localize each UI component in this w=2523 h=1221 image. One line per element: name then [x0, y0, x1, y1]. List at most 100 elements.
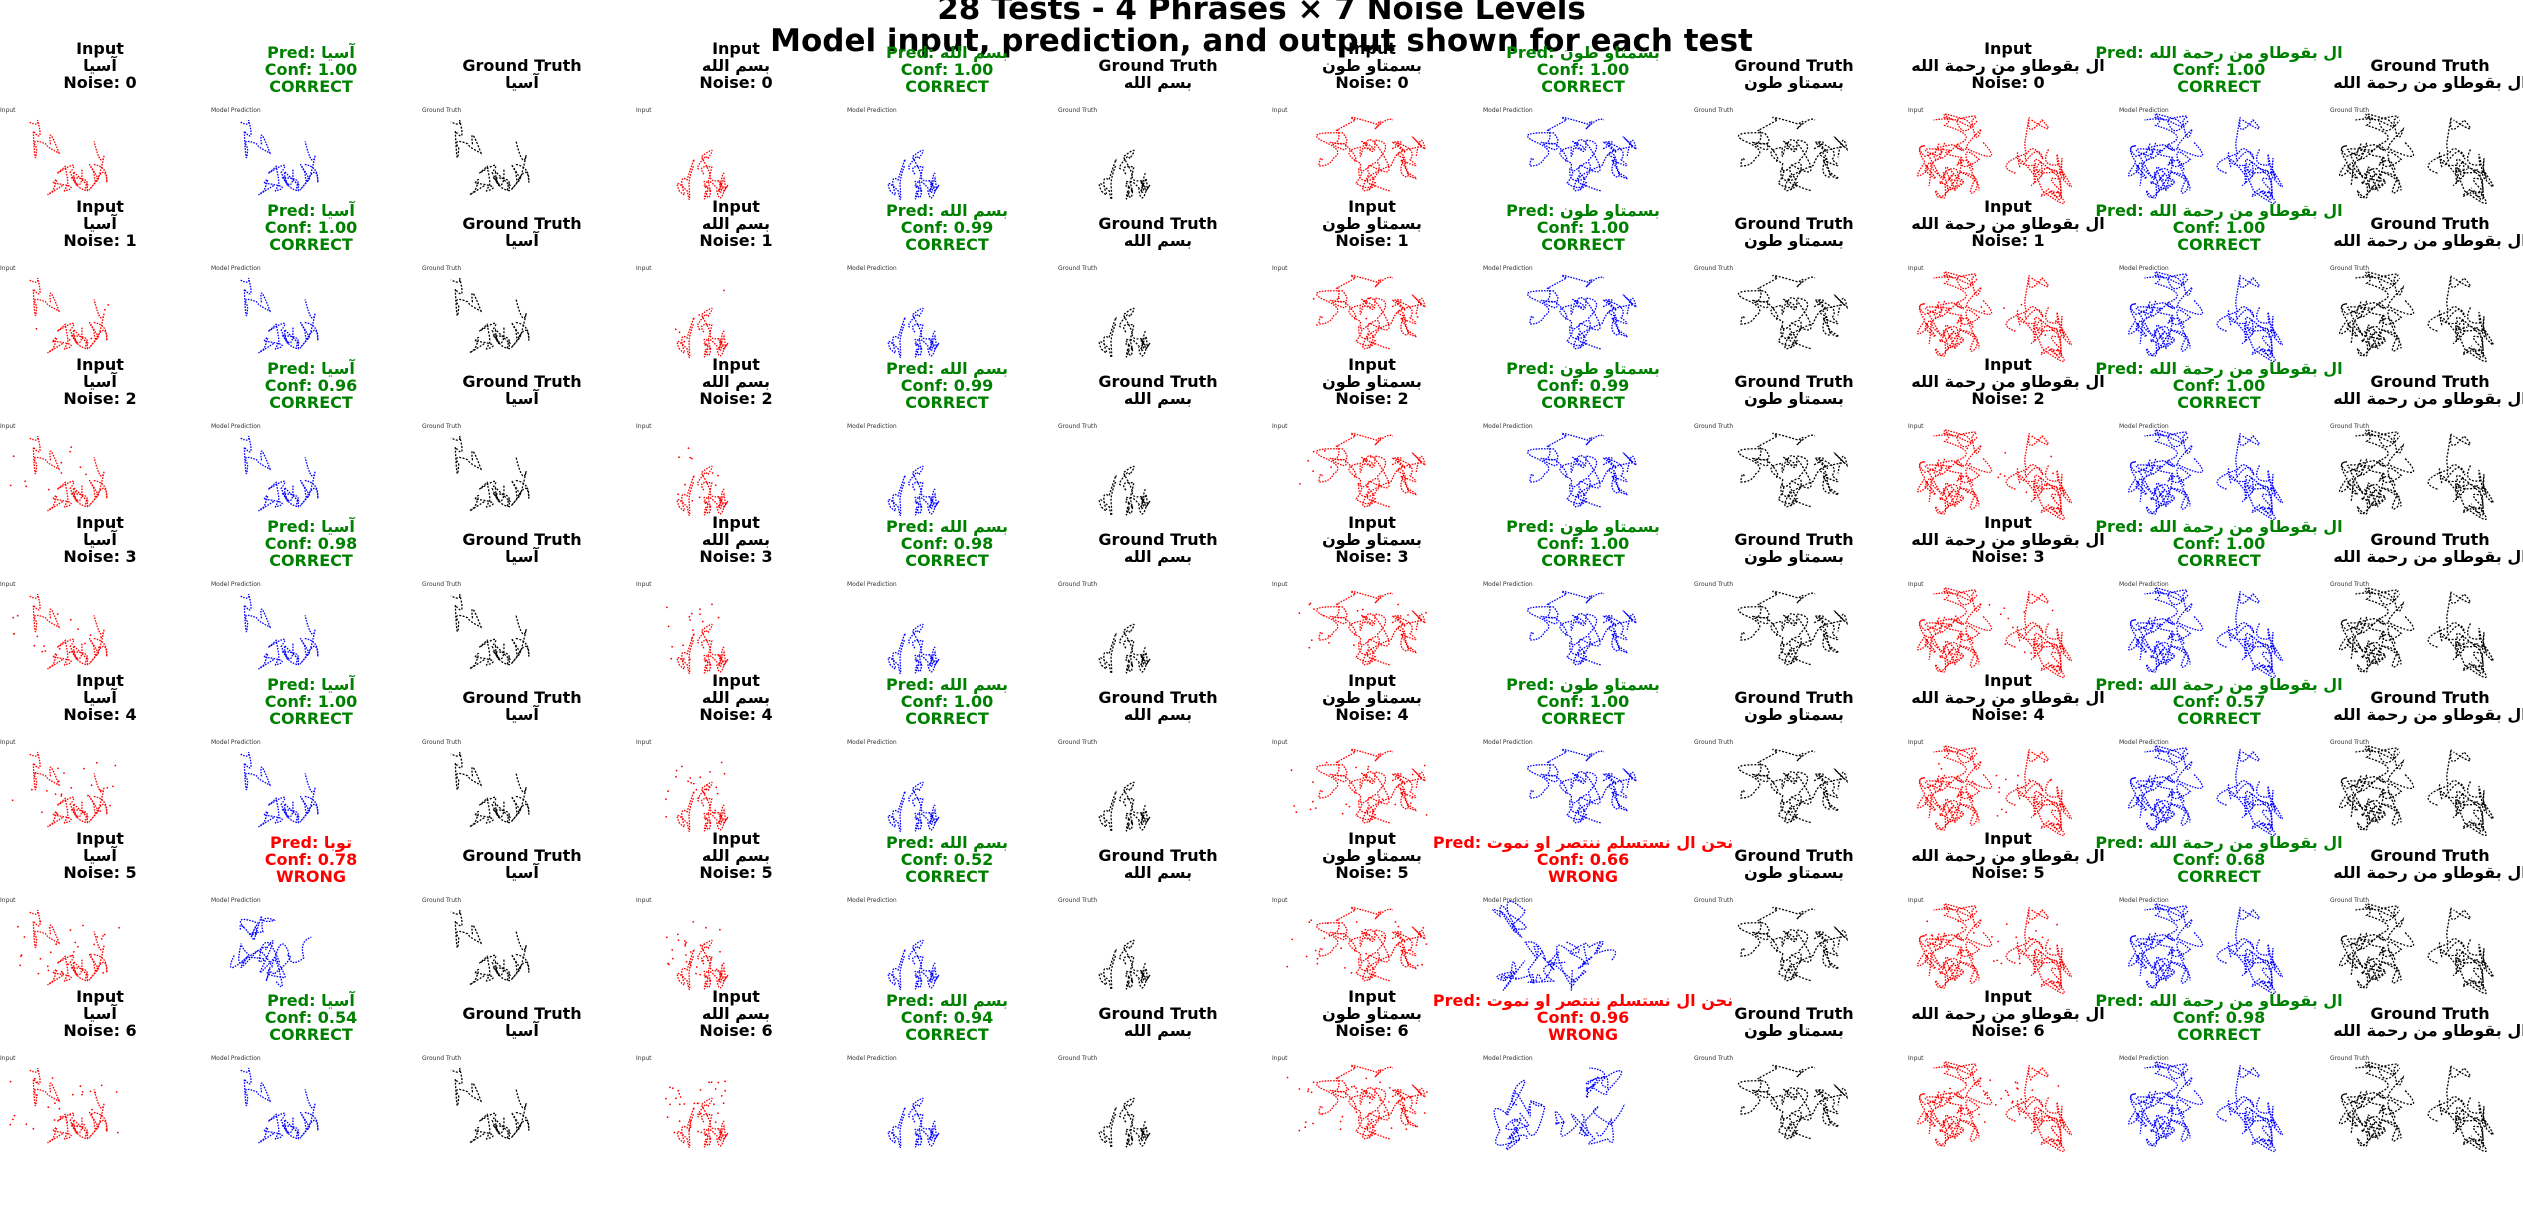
panel-input: Input ال بقوطاو من رحمة الله Noise: 5 Input [1908, 830, 2108, 995]
ground-truth-title: Ground Truth آسيا [362, 57, 682, 91]
noise-dot [24, 480, 27, 483]
panel-prediction: Pred: ال بقوطاو من رحمة الله Conf: 1.00 CO… [2095, 198, 2343, 363]
stroke [1123, 481, 1147, 516]
stroke [1931, 932, 1993, 982]
prediction-axes-label: Model Prediction [1483, 581, 1533, 588]
stroke [1573, 784, 1629, 824]
panel-ground-truth: Ground Truth بسم الله Ground Truth [1058, 198, 1258, 358]
stroke [239, 751, 272, 791]
ground-truth-sketch [1098, 149, 1151, 200]
noise-dot [17, 925, 19, 928]
panel-input: Input بسم الله Noise: 1 Input [636, 198, 836, 358]
ground-truth-phrase: بسمتاو طون [1744, 1021, 1844, 1040]
stroke [2153, 113, 2194, 149]
stroke [2016, 310, 2065, 363]
ground-truth-label: Ground Truth [462, 372, 582, 391]
noise-dot [2047, 1116, 2050, 1119]
stroke [2043, 465, 2072, 504]
stroke [2135, 300, 2192, 352]
stroke [2153, 903, 2194, 939]
noise-dot [39, 957, 42, 960]
stroke [1315, 132, 1357, 167]
noise-level: Noise: 0 [1971, 73, 2045, 92]
status-label: CORRECT [905, 235, 989, 254]
stroke [2216, 1064, 2260, 1122]
input-phrase: بسم الله [701, 688, 771, 707]
stroke [1737, 132, 1779, 167]
noise-dot [690, 781, 693, 784]
input-title: Input بسم الله Noise: 4 [576, 672, 896, 723]
stroke [2438, 626, 2487, 679]
noise-dot [1350, 1086, 1353, 1088]
prediction-text: Pred: بسم الله [885, 675, 1009, 694]
stroke [2043, 1097, 2072, 1136]
ground-truth-title: Ground Truth آسيا [362, 1005, 682, 1039]
noise-dot [32, 1127, 35, 1130]
ground-truth-title: Ground Truth بسمتاو طون [1634, 373, 1954, 407]
noise-dot [1971, 780, 1974, 783]
panel-prediction: Pred: آسيا Conf: 0.96 CORRECT Model Predict… [211, 356, 411, 514]
stroke [2228, 316, 2273, 359]
noise-dot [1406, 1116, 1409, 1119]
ground-truth-phrase: ال بقوطاو من رحمة الله [2333, 73, 2523, 92]
stroke [2017, 632, 2062, 675]
input-label: Input [1984, 197, 2032, 216]
stroke [2043, 623, 2072, 662]
noise-dot [723, 289, 725, 292]
ground-truth-axes-label: Ground Truth [2330, 581, 2370, 588]
stroke [1784, 152, 1840, 192]
stroke [2465, 307, 2494, 346]
stroke [492, 801, 511, 824]
stroke [2427, 432, 2471, 490]
noise-dot [682, 658, 685, 660]
input-label: Input [76, 197, 124, 216]
noise-dot [1355, 921, 1358, 923]
noise-dot [69, 618, 72, 621]
noise-dot [1345, 803, 1348, 806]
noise-dot [707, 959, 709, 962]
noise-dot [100, 938, 103, 940]
noise-dot [83, 767, 85, 770]
noise-dot [1356, 1090, 1359, 1093]
stroke [469, 796, 500, 828]
prediction-text: Pred: نحن ال نستسلم ننتصر او نموت [1432, 833, 1734, 852]
noise-dot [710, 1081, 713, 1084]
panel-ground-truth: Ground Truth بسمتاو طون Ground Truth [1694, 672, 1894, 830]
ground-truth-sketch [450, 119, 530, 196]
panel-ground-truth: Ground Truth بسمتاو طون Ground Truth [1694, 356, 1894, 514]
stroke [887, 632, 906, 674]
stroke [1585, 1067, 1623, 1099]
prediction-sketch [1526, 274, 1638, 350]
stroke [1573, 468, 1629, 508]
noise-dot [1328, 642, 1330, 644]
prediction-title: Pred: ال بقوطاو من رحمة الله Conf: 0.98 CO… [2059, 992, 2379, 1043]
noise-dot [2020, 1098, 2023, 1101]
confidence-value: Conf: 0.99 [1536, 376, 1630, 395]
stroke [2005, 1064, 2049, 1122]
input-axes-label: Input [1908, 265, 1924, 272]
stroke [1753, 432, 1816, 467]
input-axes-label: Input [1908, 107, 1924, 114]
prediction-sketch [230, 915, 312, 988]
noise-dot [692, 629, 694, 632]
panel-ground-truth: Ground Truth ال بقوطاو من رحمة الله Ground… [2330, 40, 2523, 205]
panel-prediction: Pred: بسم الله Conf: 0.98 CORRECT Model Pre… [847, 514, 1047, 674]
stroke [1355, 929, 1391, 982]
prediction-text: Pred: ال بقوطاو من رحمة الله [2095, 833, 2343, 852]
noise-level: Noise: 2 [699, 389, 773, 408]
input-label: Input [1348, 671, 1396, 690]
noise-dot [1312, 470, 1314, 472]
stroke [258, 638, 289, 670]
noise-dot [1314, 949, 1317, 952]
noise-dot [90, 784, 93, 787]
stroke [1391, 136, 1427, 178]
noise-dot [680, 765, 683, 768]
noise-dot [689, 962, 691, 964]
stroke [450, 277, 483, 317]
prediction-axes-label: Model Prediction [2119, 1055, 2169, 1062]
noise-dot [1400, 792, 1403, 795]
input-sketch [665, 921, 729, 990]
stroke [510, 299, 530, 349]
input-label: Input [76, 513, 124, 532]
noise-dot [2012, 626, 2014, 629]
